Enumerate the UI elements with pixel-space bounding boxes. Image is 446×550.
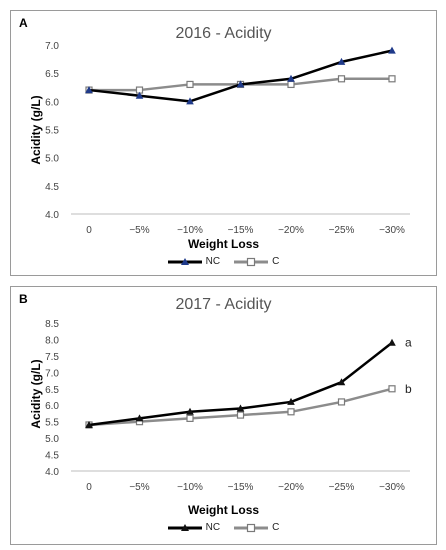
- chart-title: 2016 - Acidity: [175, 25, 272, 42]
- data-point-nc: [135, 414, 144, 422]
- chart-panel-b: B 2017 - Acidity Acidity (g/L) 4.0 4.5 5.0…: [10, 286, 437, 545]
- series-line-nc: [88, 49, 393, 103]
- y-tick-label: 6.5: [45, 69, 59, 80]
- data-point-nc: [85, 420, 93, 428]
- x-axis-label: Weight Loss: [187, 503, 260, 517]
- legend-label-nc: NC: [205, 522, 221, 533]
- data-point-c: [186, 414, 194, 422]
- legend-label-c: C: [272, 256, 280, 267]
- x-tick-label: −20%: [278, 482, 304, 493]
- legend-swatch-nc: [167, 257, 202, 265]
- legend-label-nc: NC: [205, 256, 221, 267]
- data-point-nc: [337, 378, 346, 386]
- y-tick-label: 5.0: [45, 154, 59, 165]
- data-point-c: [186, 80, 194, 89]
- data-point-nc: [236, 404, 245, 412]
- y-tick-label: 8.0: [45, 335, 59, 346]
- data-point-nc: [287, 397, 295, 405]
- data-point-nc: [388, 46, 396, 54]
- legend-item-c: C: [234, 256, 279, 267]
- x-tick-label: 0: [86, 482, 92, 493]
- data-point-c: [337, 75, 346, 83]
- data-point-nc: [287, 74, 295, 82]
- chart-panel-a: A 2016 - Acidity Acidity (g/L) 4.0 4.5 5.0…: [10, 10, 437, 276]
- data-point-c: [337, 398, 346, 406]
- legend-swatch-c: [234, 523, 269, 532]
- x-tick-label: −25%: [329, 482, 355, 493]
- y-tick-label: 7.0: [45, 41, 59, 52]
- y-tick-label: 4.5: [45, 182, 59, 193]
- x-tick-label: −10%: [177, 482, 203, 493]
- y-tick-label: 7.5: [45, 352, 59, 363]
- data-point-nc: [135, 91, 144, 99]
- x-tick-label: 0: [86, 225, 92, 236]
- data-point-nc: [186, 407, 194, 415]
- data-point-nc: [236, 80, 245, 88]
- data-point-nc: [186, 97, 194, 105]
- data-point-nc: [337, 57, 346, 65]
- x-axis-label: Weight Loss: [187, 237, 260, 251]
- x-tick-label: −15%: [228, 225, 254, 236]
- legend: NC C: [11, 522, 436, 533]
- y-tick-label: 4.0: [45, 210, 59, 221]
- x-tick-label: −25%: [329, 225, 355, 236]
- y-tick-label: 5.5: [45, 418, 59, 429]
- data-point-c: [287, 408, 295, 416]
- plot-area: 4.0 4.5 5.0 5.5 6.0 6.5 7.0 0 −5% −10% −15% −20% −25…: [45, 41, 410, 236]
- legend-item-c: C: [234, 522, 279, 533]
- annotation-label: b: [405, 382, 412, 396]
- plot-area: 4.0 4.5 5.0 5.5 6.0 6.5 7.0 7.5 8.0 8.5 0 −5% −10% −1…: [45, 319, 412, 493]
- y-tick-label: 8.5: [45, 319, 59, 330]
- data-point-c: [388, 75, 396, 83]
- data-point-nc: [388, 338, 396, 346]
- y-tick-label: 7.0: [45, 368, 59, 379]
- data-point-c: [236, 411, 245, 419]
- y-tick-label: 6.5: [45, 385, 59, 396]
- x-tick-label: −30%: [379, 482, 405, 493]
- y-tick-label: 5.5: [45, 126, 59, 137]
- y-tick-label: 4.5: [45, 451, 59, 462]
- x-tick-label: −5%: [129, 225, 149, 236]
- legend-item-nc: NC: [167, 522, 221, 533]
- y-tick-label: 4.0: [45, 467, 59, 478]
- y-tick-label: 6.0: [45, 97, 59, 108]
- data-point-c: [388, 385, 396, 393]
- annotation-label: a: [405, 336, 412, 350]
- panel-label: A: [19, 16, 28, 30]
- legend-swatch-nc: [167, 523, 202, 531]
- data-point-nc: [85, 86, 93, 94]
- legend-swatch-c: [234, 257, 269, 266]
- x-tick-label: −20%: [278, 225, 304, 236]
- x-tick-label: −5%: [129, 482, 149, 493]
- chart-title: 2017 - Acidity: [175, 296, 272, 313]
- data-point-c: [287, 80, 295, 89]
- legend-label-c: C: [272, 522, 280, 533]
- y-tick-label: 6.0: [45, 401, 59, 412]
- x-tick-label: −15%: [228, 482, 254, 493]
- y-tick-label: 5.0: [45, 434, 59, 445]
- x-tick-label: −30%: [379, 225, 405, 236]
- legend: NC C: [11, 256, 436, 267]
- panel-label: B: [19, 292, 28, 306]
- legend-item-nc: NC: [167, 256, 221, 267]
- x-tick-label: −10%: [177, 225, 203, 236]
